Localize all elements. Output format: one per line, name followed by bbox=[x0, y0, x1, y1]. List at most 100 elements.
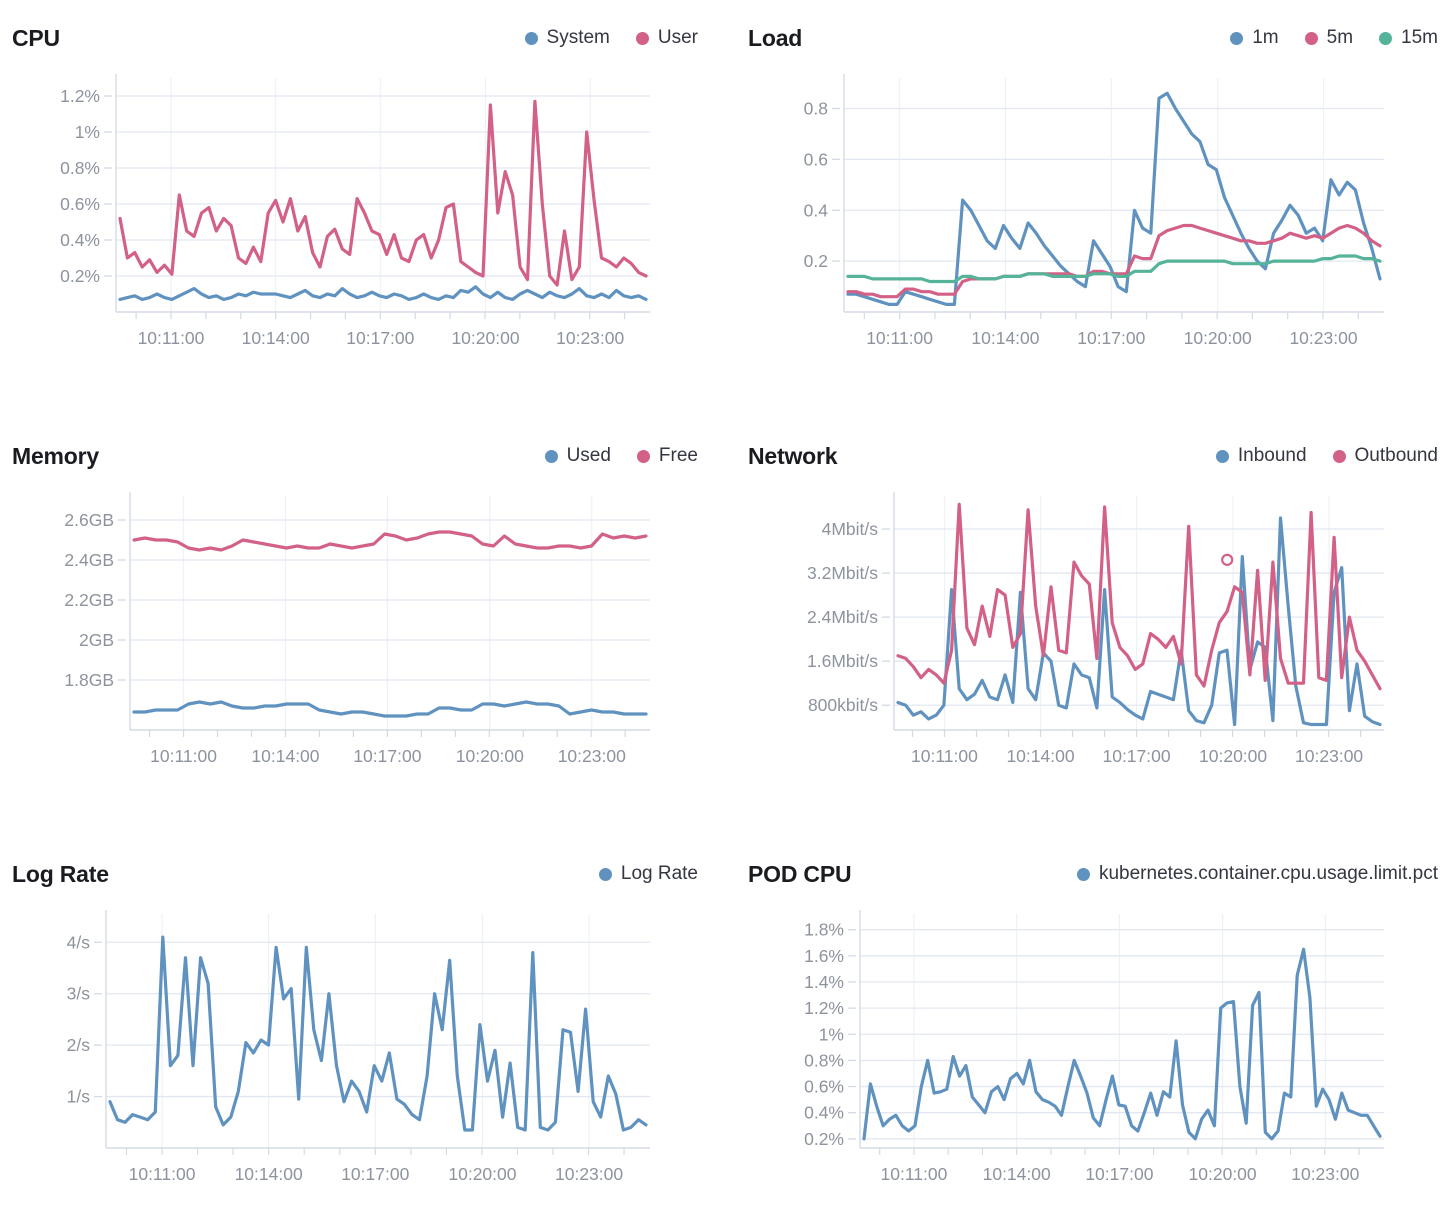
panel-header: Network Inbound Outbound bbox=[748, 434, 1438, 478]
chart-legend-cpu: System User bbox=[524, 27, 698, 49]
svg-text:0.4%: 0.4% bbox=[804, 1103, 844, 1123]
svg-text:0.6: 0.6 bbox=[804, 149, 828, 169]
svg-text:1%: 1% bbox=[75, 122, 100, 142]
svg-text:10:20:00: 10:20:00 bbox=[448, 1164, 516, 1184]
legend-dot-icon bbox=[635, 31, 649, 45]
svg-text:1%: 1% bbox=[819, 1024, 844, 1044]
legend-item-1m[interactable]: 1m bbox=[1230, 27, 1279, 49]
legend-dot-icon bbox=[1215, 449, 1229, 463]
legend-label: 5m bbox=[1326, 27, 1354, 48]
svg-text:10:11:00: 10:11:00 bbox=[866, 328, 933, 348]
svg-text:10:14:00: 10:14:00 bbox=[242, 328, 310, 348]
svg-text:10:14:00: 10:14:00 bbox=[235, 1164, 303, 1184]
svg-text:10:11:00: 10:11:00 bbox=[881, 1164, 948, 1184]
svg-text:1.2%: 1.2% bbox=[804, 998, 844, 1018]
svg-text:1.8%: 1.8% bbox=[804, 920, 844, 940]
svg-text:2.4Mbit/s: 2.4Mbit/s bbox=[807, 607, 878, 627]
legend-dot-icon bbox=[1379, 31, 1393, 45]
panel-cpu: CPU System User 0.2% 0.4% 0.6% 0.8% 1% 1.2% 10:… bbox=[12, 16, 698, 358]
svg-text:10:20:00: 10:20:00 bbox=[1199, 746, 1267, 766]
legend-label: Free bbox=[658, 445, 698, 466]
svg-text:3.2Mbit/s: 3.2Mbit/s bbox=[807, 563, 878, 583]
svg-text:0.2%: 0.2% bbox=[804, 1129, 844, 1149]
svg-text:0.2%: 0.2% bbox=[60, 266, 100, 286]
chart-legend-load: 1m 5m 15m bbox=[1230, 27, 1438, 49]
chart-title-memory: Memory bbox=[12, 442, 99, 469]
legend-item-5m[interactable]: 5m bbox=[1304, 27, 1354, 49]
load-chart-canvas[interactable]: 0.2 0.4 0.6 0.8 10:11:00 10:14:00 10:17:00 10:2… bbox=[748, 66, 1438, 358]
svg-text:1.4%: 1.4% bbox=[804, 972, 844, 992]
svg-text:1.6Mbit/s: 1.6Mbit/s bbox=[807, 651, 878, 671]
network-chart-canvas[interactable]: 800kbit/s 1.6Mbit/s 2.4Mbit/s 3.2Mbit/s 4Mbi… bbox=[748, 484, 1438, 776]
svg-text:10:14:00: 10:14:00 bbox=[1006, 746, 1074, 766]
legend-item-kubernetes-container-cpu-usage-limit-pct[interactable]: kubernetes.container.cpu.usage.limit.pct bbox=[1076, 863, 1438, 885]
cpu-chart-canvas[interactable]: 0.2% 0.4% 0.6% 0.8% 1% 1.2% 10:11:00 10:14:00 10… bbox=[12, 66, 702, 358]
chart-title-cpu: CPU bbox=[12, 24, 60, 51]
svg-text:10:23:00: 10:23:00 bbox=[1295, 746, 1363, 766]
legend-label: 1m bbox=[1252, 27, 1279, 48]
legend-dot-icon bbox=[636, 449, 650, 463]
svg-text:10:23:00: 10:23:00 bbox=[1291, 1164, 1359, 1184]
legend-dot-icon bbox=[1332, 449, 1346, 463]
legend-item-15m[interactable]: 15m bbox=[1379, 27, 1438, 49]
svg-text:10:23:00: 10:23:00 bbox=[555, 1164, 623, 1184]
chart-title-pod-cpu: POD CPU bbox=[748, 860, 852, 887]
chart-title-log-rate: Log Rate bbox=[12, 860, 109, 887]
svg-text:10:23:00: 10:23:00 bbox=[1289, 328, 1357, 348]
pod-cpu-chart-canvas[interactable]: 0.2% 0.4% 0.6% 0.8% 1% 1.2% 1.4% 1.6% 1.8% 10:11:… bbox=[748, 902, 1438, 1194]
svg-text:2.4GB: 2.4GB bbox=[64, 550, 114, 570]
svg-text:0.8%: 0.8% bbox=[60, 158, 100, 178]
chart-legend-network: Inbound Outbound bbox=[1215, 445, 1438, 467]
chart-title-network: Network bbox=[748, 442, 838, 469]
legend-item-inbound[interactable]: Inbound bbox=[1215, 445, 1307, 467]
panel-header: Memory Used Free bbox=[12, 434, 698, 478]
svg-text:10:20:00: 10:20:00 bbox=[1184, 328, 1252, 348]
panel-log-rate: Log Rate Log Rate 1/s 2/s 3/s 4/s 10:11:00 10… bbox=[12, 852, 698, 1194]
svg-text:10:17:00: 10:17:00 bbox=[353, 746, 421, 766]
svg-text:2/s: 2/s bbox=[67, 1035, 91, 1055]
legend-dot-icon bbox=[1230, 31, 1244, 45]
legend-label: Log Rate bbox=[620, 863, 698, 884]
legend-item-log-rate[interactable]: Log Rate bbox=[598, 863, 698, 885]
legend-label: System bbox=[546, 27, 610, 48]
legend-item-outbound[interactable]: Outbound bbox=[1332, 445, 1438, 467]
panel-header: Log Rate Log Rate bbox=[12, 852, 698, 896]
svg-text:10:20:00: 10:20:00 bbox=[451, 328, 519, 348]
svg-text:10:11:00: 10:11:00 bbox=[150, 746, 217, 766]
panel-header: Load 1m 5m 15m bbox=[748, 16, 1438, 60]
svg-text:2.6GB: 2.6GB bbox=[64, 510, 114, 530]
legend-label: Outbound bbox=[1354, 445, 1438, 466]
chart-legend-memory: Used Free bbox=[544, 445, 698, 467]
svg-text:4/s: 4/s bbox=[67, 932, 91, 952]
svg-text:10:17:00: 10:17:00 bbox=[341, 1164, 409, 1184]
svg-text:2GB: 2GB bbox=[79, 630, 114, 650]
svg-text:10:20:00: 10:20:00 bbox=[456, 746, 524, 766]
panel-load: Load 1m 5m 15m 0.2 0.4 0.6 0.8 10:11:00 10:14:0… bbox=[748, 16, 1438, 358]
svg-text:1.8GB: 1.8GB bbox=[64, 670, 114, 690]
legend-item-user[interactable]: User bbox=[635, 27, 698, 49]
svg-text:10:23:00: 10:23:00 bbox=[556, 328, 624, 348]
svg-text:10:11:00: 10:11:00 bbox=[911, 746, 978, 766]
legend-item-system[interactable]: System bbox=[524, 27, 610, 49]
svg-text:0.4%: 0.4% bbox=[60, 230, 100, 250]
svg-text:1.6%: 1.6% bbox=[804, 946, 844, 966]
svg-text:0.8: 0.8 bbox=[804, 99, 828, 119]
svg-text:1.2%: 1.2% bbox=[60, 86, 100, 106]
svg-text:10:14:00: 10:14:00 bbox=[983, 1164, 1051, 1184]
svg-text:0.6%: 0.6% bbox=[60, 194, 100, 214]
svg-text:10:23:00: 10:23:00 bbox=[558, 746, 626, 766]
svg-text:10:17:00: 10:17:00 bbox=[1085, 1164, 1153, 1184]
log-rate-chart-canvas[interactable]: 1/s 2/s 3/s 4/s 10:11:00 10:14:00 10:17:00 10:2… bbox=[12, 902, 702, 1194]
svg-text:10:14:00: 10:14:00 bbox=[251, 746, 319, 766]
svg-text:10:11:00: 10:11:00 bbox=[129, 1164, 196, 1184]
memory-chart-canvas[interactable]: 1.8GB 2GB 2.2GB 2.4GB 2.6GB 10:11:00 10:14:00 1… bbox=[12, 484, 702, 776]
svg-text:0.4: 0.4 bbox=[804, 200, 829, 220]
svg-text:10:11:00: 10:11:00 bbox=[138, 328, 205, 348]
legend-label: Inbound bbox=[1237, 445, 1307, 466]
svg-text:10:17:00: 10:17:00 bbox=[1077, 328, 1145, 348]
chart-legend-pod-cpu: kubernetes.container.cpu.usage.limit.pct bbox=[1076, 863, 1438, 885]
legend-item-free[interactable]: Free bbox=[636, 445, 698, 467]
svg-text:0.8%: 0.8% bbox=[804, 1050, 844, 1070]
legend-label: 15m bbox=[1401, 27, 1438, 48]
legend-item-used[interactable]: Used bbox=[544, 445, 611, 467]
